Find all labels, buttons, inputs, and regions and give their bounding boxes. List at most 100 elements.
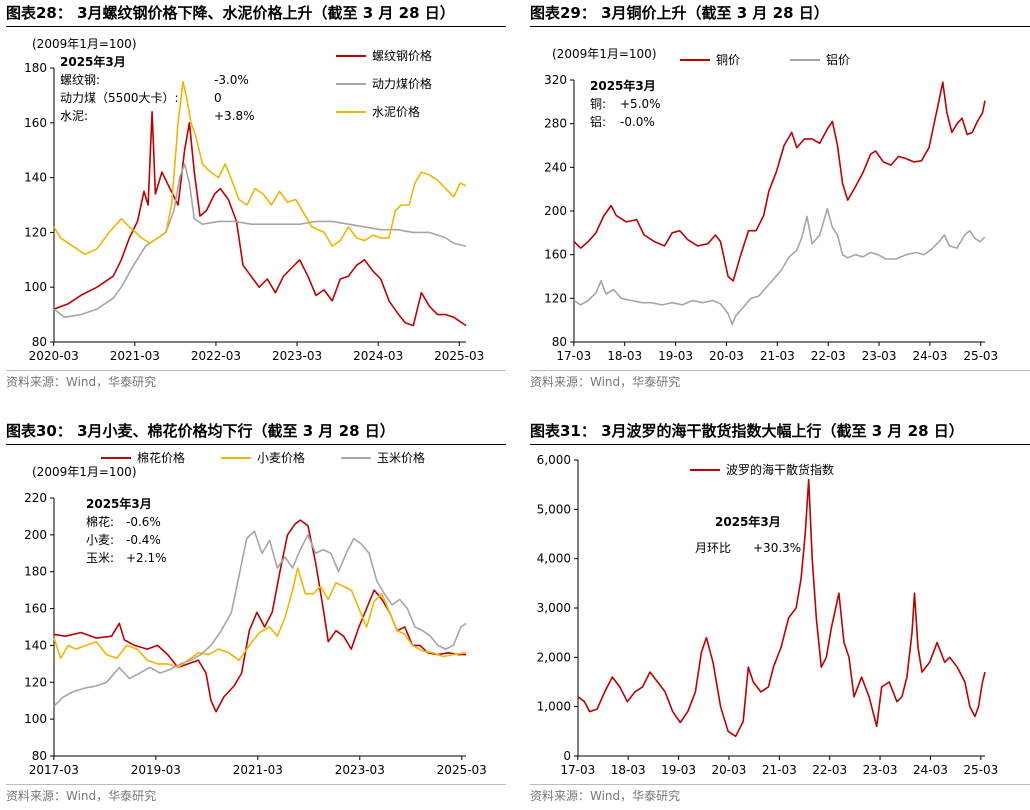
chart-title: 图表29： 3月铜价上升（截至 3 月 28 日）: [530, 2, 1030, 27]
x-tick-label: 25-03: [963, 763, 998, 777]
y-tick-label: 5,000: [537, 502, 571, 516]
x-tick-label: 2022-03: [191, 349, 241, 363]
chart-28: 80 100 120 140 160 180 2020-03 2021-03 2022-03 20…: [24, 37, 484, 363]
chart-panel-31: 图表31： 3月波罗的海干散货指数大幅上行（截至 3 月 28 日） 0 1,00…: [530, 420, 1030, 808]
y-tick-label: 4,000: [537, 552, 571, 566]
chart-panel-30: 图表30： 3月小麦、棉花价格均下行（截至 3 月 28 日） 80 100 120…: [6, 420, 506, 808]
annotation-value: -0.6%: [126, 515, 161, 529]
x-tick-label: 17-03: [560, 763, 595, 777]
chart-source: 资料来源：Wind，华泰研究: [6, 370, 506, 390]
y-tick-label: 320: [544, 73, 567, 87]
chart-title: 图表30： 3月小麦、棉花价格均下行（截至 3 月 28 日）: [6, 420, 506, 445]
series-line-2: [53, 163, 467, 319]
annotation-value: +30.3%: [753, 541, 801, 555]
x-tick-label: 2019-03: [131, 763, 181, 777]
series-line-2: [573, 208, 986, 326]
y-tick-label: 240: [544, 160, 567, 174]
x-tick-label: 2020-03: [29, 349, 79, 363]
legend-label: 玉米价格: [377, 450, 425, 465]
y-tick-label: 6,000: [537, 453, 571, 467]
x-tick-label: 18-03: [611, 763, 646, 777]
chart-31: 0 1,000 2,000 3,000 4,000 5,000 6,000 17-03 18-0…: [537, 453, 999, 777]
annotation-heading: 2025年3月: [60, 54, 126, 69]
y-tick-label: 2,000: [537, 650, 571, 664]
annotation-label: 小麦:: [86, 533, 114, 547]
chart-panel-28: 图表28： 3月螺纹钢价格下降、水泥价格上升（截至 3 月 28 日） 80 10…: [6, 2, 506, 390]
x-tick-label: 18-03: [607, 349, 642, 363]
annotation-value: +2.1%: [126, 551, 167, 565]
legend-label: 水泥价格: [372, 104, 420, 119]
unit-label: (2009年1月=100): [32, 37, 137, 51]
legend-label: 铝价: [826, 52, 850, 67]
y-tick-label: 200: [24, 528, 47, 542]
y-tick-label: 0: [563, 749, 571, 763]
y-tick-label: 140: [24, 171, 47, 185]
series-line-1: [577, 478, 986, 738]
annotation-label: 动力煤（5500大卡）:: [60, 91, 179, 105]
y-tick-label: 120: [24, 225, 47, 239]
x-tick-label: 2023-03: [335, 763, 385, 777]
annotation-heading: 2025年3月: [86, 496, 152, 511]
annotation-label: 螺纹钢:: [60, 73, 100, 87]
chart-source: 资料来源：Wind，华泰研究: [6, 784, 506, 804]
y-tick-label: 80: [32, 335, 47, 349]
y-tick-label: 100: [24, 280, 47, 294]
annotation-value: 0: [214, 91, 222, 105]
annotation-heading: 2025年3月: [590, 78, 656, 93]
y-tick-label: 200: [544, 204, 567, 218]
x-tick-label: 2021-03: [233, 763, 283, 777]
legend-label: 动力煤价格: [372, 76, 432, 91]
annotation-value: -3.0%: [214, 73, 249, 87]
y-tick-label: 220: [24, 491, 47, 505]
annotation-value: +5.0%: [620, 97, 661, 111]
legend-label: 铜价: [716, 52, 740, 67]
x-tick-label: 22-03: [812, 763, 847, 777]
annotation-label: 铜:: [590, 96, 606, 111]
chart-panel-29: 图表29： 3月铜价上升（截至 3 月 28 日） 80 120 160 200 240…: [530, 2, 1030, 390]
y-tick-label: 120: [544, 291, 567, 305]
y-tick-label: 160: [24, 602, 47, 616]
annotation-label: 铝:: [590, 114, 606, 129]
chart-title: 图表28： 3月螺纹钢价格下降、水泥价格上升（截至 3 月 28 日）: [6, 2, 506, 27]
series-line-2: [53, 567, 467, 669]
x-tick-label: 19-03: [658, 349, 693, 363]
y-tick-label: 80: [32, 749, 47, 763]
x-tick-label: 2024-03: [353, 349, 403, 363]
x-tick-label: 17-03: [556, 349, 591, 363]
x-tick-label: 24-03: [912, 349, 947, 363]
x-tick-label: 20-03: [709, 349, 744, 363]
annotation-value: +3.8%: [214, 109, 255, 123]
y-tick-label: 80: [552, 335, 567, 349]
legend-label: 螺纹钢价格: [372, 48, 432, 63]
unit-label: (2009年1月=100): [32, 465, 137, 479]
y-tick-label: 160: [544, 248, 567, 262]
chart-title: 图表31： 3月波罗的海干散货指数大幅上行（截至 3 月 28 日）: [530, 420, 1030, 445]
series-line-3: [53, 530, 467, 707]
annotation-label: 玉米:: [86, 551, 114, 565]
y-tick-label: 140: [24, 638, 47, 652]
y-tick-label: 180: [24, 565, 47, 579]
legend-label: 棉花价格: [137, 450, 185, 465]
series-line-1: [53, 111, 467, 327]
annotation-value: -0.0%: [620, 115, 655, 129]
x-tick-label: 2023-03: [272, 349, 322, 363]
y-tick-label: 280: [544, 117, 567, 131]
x-tick-label: 23-03: [863, 763, 898, 777]
legend-label: 波罗的海干散货指数: [726, 462, 834, 477]
y-tick-label: 1,000: [537, 700, 571, 714]
x-tick-label: 21-03: [760, 349, 795, 363]
unit-label: (2009年1月=100): [552, 47, 657, 61]
series-line-1: [573, 81, 986, 282]
annotation-label: 棉花:: [86, 514, 114, 529]
annotation-label: 月环比: [695, 541, 731, 555]
y-tick-label: 3,000: [537, 601, 571, 615]
x-tick-label: 21-03: [762, 763, 797, 777]
x-tick-label: 20-03: [712, 763, 747, 777]
x-tick-label: 23-03: [862, 349, 897, 363]
annotation-label: 水泥:: [60, 109, 88, 123]
x-tick-label: 2025-03: [434, 349, 484, 363]
y-tick-label: 100: [24, 712, 47, 726]
x-tick-label: 2017-03: [29, 763, 79, 777]
y-tick-label: 180: [24, 61, 47, 75]
y-tick-label: 160: [24, 116, 47, 130]
